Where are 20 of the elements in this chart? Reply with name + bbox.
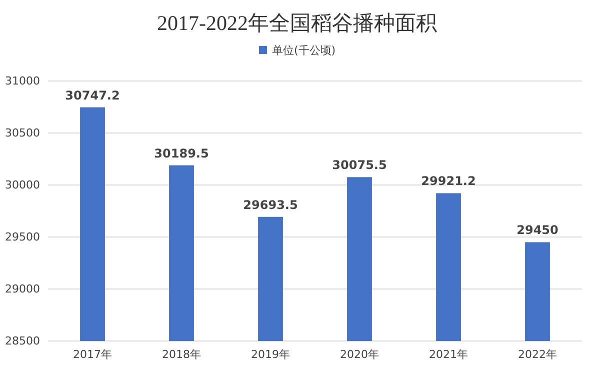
x-tick-label: 2017年 — [73, 348, 112, 361]
data-label: 29693.5 — [243, 198, 298, 212]
x-tick-label: 2018年 — [162, 348, 201, 361]
y-tick-label: 30500 — [5, 126, 40, 140]
y-tick-label: 29500 — [5, 230, 40, 244]
data-label: 29450 — [516, 223, 558, 238]
x-tick-label: 2019年 — [251, 348, 290, 361]
data-label: 29921.2 — [421, 174, 476, 188]
y-tick-label: 31000 — [5, 74, 40, 88]
data-label: 30747.2 — [65, 88, 120, 102]
data-label: 30189.5 — [154, 146, 209, 160]
y-tick-label: 29000 — [5, 282, 40, 296]
x-tick-label: 2021年 — [429, 348, 468, 361]
chart-title: 2017-2022年全国稻谷播种面积 — [157, 11, 437, 35]
x-tick-label: 2020年 — [340, 348, 379, 361]
y-tick-label: 28500 — [5, 334, 40, 348]
data-label: 30075.5 — [332, 158, 387, 172]
legend-label: 单位(千公顷) — [272, 44, 336, 57]
y-tick-label: 30000 — [5, 178, 40, 192]
x-tick-label: 2022年 — [518, 348, 557, 361]
